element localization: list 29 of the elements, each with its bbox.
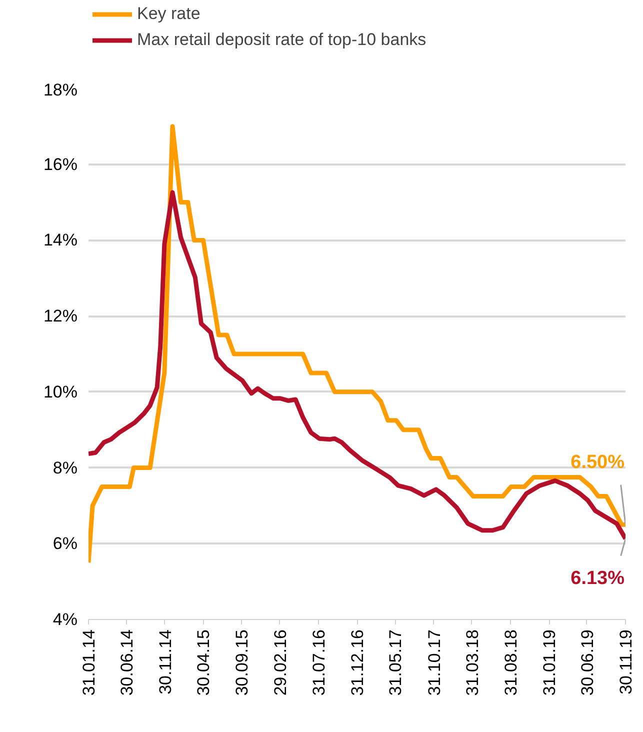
x-tick-label: 30.09.15	[232, 629, 252, 696]
y-tick-label: 6%	[52, 534, 78, 554]
y-tick-label: 8%	[52, 458, 78, 478]
legend-label: Key rate	[137, 4, 200, 24]
x-tick-label: 30.06.19	[578, 629, 597, 696]
x-tick-label: 29.02.16	[270, 629, 290, 696]
annotation: 6.50%	[570, 452, 625, 474]
line-series	[88, 124, 626, 565]
y-tick-label: 10%	[43, 382, 78, 402]
x-tick-label: 30.04.15	[194, 629, 214, 696]
legend-label: Max retail deposit rate of top-10 banks	[137, 30, 426, 50]
x-tick-label: 31.12.16	[348, 629, 368, 696]
x-tick-label: 31.01.19	[540, 629, 560, 696]
x-tick-label: 30.11.14	[156, 629, 175, 694]
x-tick-label: 31.07.16	[310, 629, 329, 696]
y-tick-label: 12%	[43, 306, 78, 326]
y-tick-label: 4%	[52, 610, 78, 629]
y-tick-label: 16%	[43, 154, 78, 174]
y-tick-label: 14%	[43, 230, 78, 250]
x-tick-label: 31.08.18	[501, 629, 520, 696]
y-tick-label: 18%	[43, 80, 78, 100]
x-tick-label: 31.10.17	[424, 629, 444, 696]
annotation: 6.13%	[570, 568, 625, 590]
x-tick-label: 31.05.17	[386, 629, 406, 696]
x-tick-label: 30.11.19	[616, 629, 636, 694]
x-tick-label: 31.01.14	[80, 629, 98, 696]
line-series	[88, 190, 626, 541]
x-tick-label: 30.06.14	[117, 629, 136, 696]
x-tick-label: 31.03.18	[462, 629, 482, 696]
